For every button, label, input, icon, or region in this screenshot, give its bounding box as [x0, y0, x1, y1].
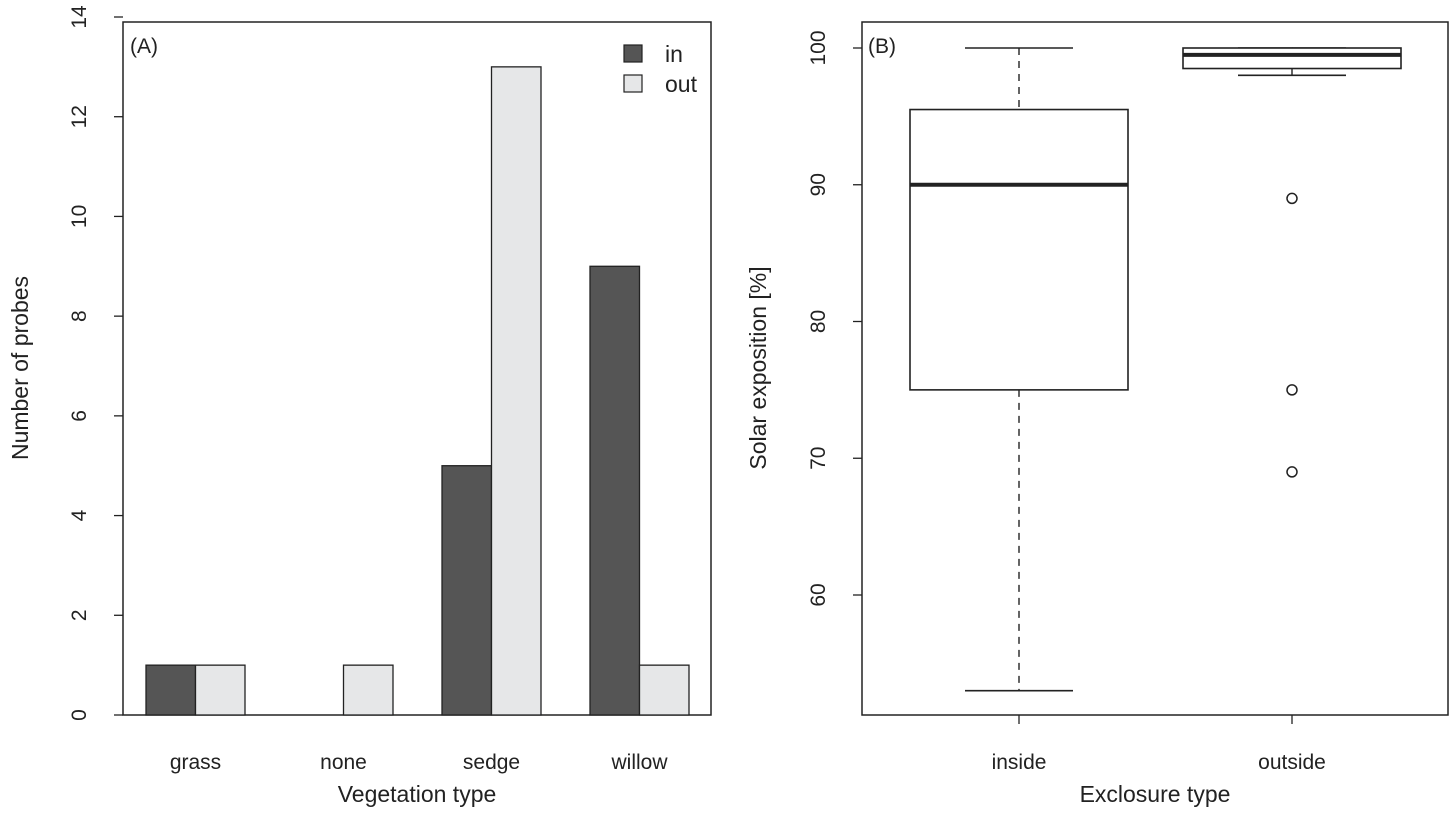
- panel-b-boxes: [909, 47, 1402, 692]
- y-tick-label: 2: [68, 609, 91, 621]
- box-body: [1182, 47, 1402, 70]
- y-tick-label: 60: [807, 583, 830, 606]
- panel-a-y-axis-title: Number of probes: [7, 276, 33, 460]
- outlier-point: [1286, 384, 1298, 396]
- panel-a-x-axis-title: Vegetation type: [338, 781, 497, 807]
- bar-willow-in: [589, 265, 641, 716]
- y-tick-label: 0: [68, 709, 91, 721]
- y-tick-label: 80: [807, 310, 830, 333]
- x-tick-label: willow: [610, 751, 668, 774]
- panel-a-y-axis: 0 2 4 6 8 10 12 14: [68, 5, 123, 721]
- y-tick-label: 70: [807, 447, 830, 470]
- panel-b-y-axis: 60 70 80 90 100: [807, 30, 862, 607]
- panel-b-label: (B): [868, 35, 896, 58]
- legend-label-out: out: [665, 71, 698, 97]
- outlier-point: [1286, 192, 1298, 205]
- x-tick-label: inside: [992, 751, 1047, 774]
- panel-a-bar-chart: 0 2 4 6 8 10 12 14 grass none sedge willow (A) Veg…: [7, 5, 712, 807]
- y-tick-label: 100: [807, 30, 830, 65]
- y-tick-label: 90: [807, 173, 830, 196]
- panel-a-legend: in out: [623, 41, 698, 97]
- panel-b-x-axis-title: Exclosure type: [1080, 781, 1231, 807]
- outlier-point: [1286, 466, 1298, 478]
- x-tick-label: outside: [1258, 751, 1326, 774]
- panel-b-y-axis-title: Solar exposition [%]: [745, 266, 771, 469]
- y-tick-label: 4: [68, 509, 91, 521]
- panel-b-box-plot: 60 70 80 90 100 inside outside (B) Exclosure …: [745, 21, 1449, 807]
- panel-a-label: (A): [130, 35, 158, 58]
- x-tick-label: sedge: [463, 751, 520, 774]
- bar-grass-in: [145, 664, 197, 716]
- y-tick-label: 6: [68, 410, 91, 422]
- panel-a-bars: [145, 66, 690, 716]
- bar-grass-out: [194, 664, 246, 716]
- panel-b-x-axis: inside outside: [992, 715, 1326, 774]
- x-tick-label: grass: [170, 751, 221, 774]
- bar-sedge-out: [490, 66, 542, 716]
- box-body: [909, 108, 1129, 391]
- legend-label-in: in: [665, 41, 683, 67]
- y-tick-label: 14: [68, 5, 91, 29]
- bar-willow-out: [638, 664, 690, 716]
- bar-sedge-in: [441, 465, 493, 716]
- box-outside: [1182, 47, 1402, 478]
- legend-swatch-in: [623, 44, 643, 63]
- box-inside: [909, 47, 1129, 692]
- x-tick-label: none: [320, 751, 367, 774]
- y-tick-label: 8: [68, 310, 91, 322]
- legend-swatch-out: [623, 74, 643, 93]
- panel-b-plot-frame: [861, 21, 1449, 716]
- panel-a-x-tick-labels: grass none sedge willow: [170, 751, 669, 774]
- y-tick-label: 10: [68, 205, 91, 228]
- panel-a-plot-frame: [122, 21, 712, 716]
- bar-none-out: [342, 664, 394, 716]
- y-tick-label: 12: [68, 105, 91, 128]
